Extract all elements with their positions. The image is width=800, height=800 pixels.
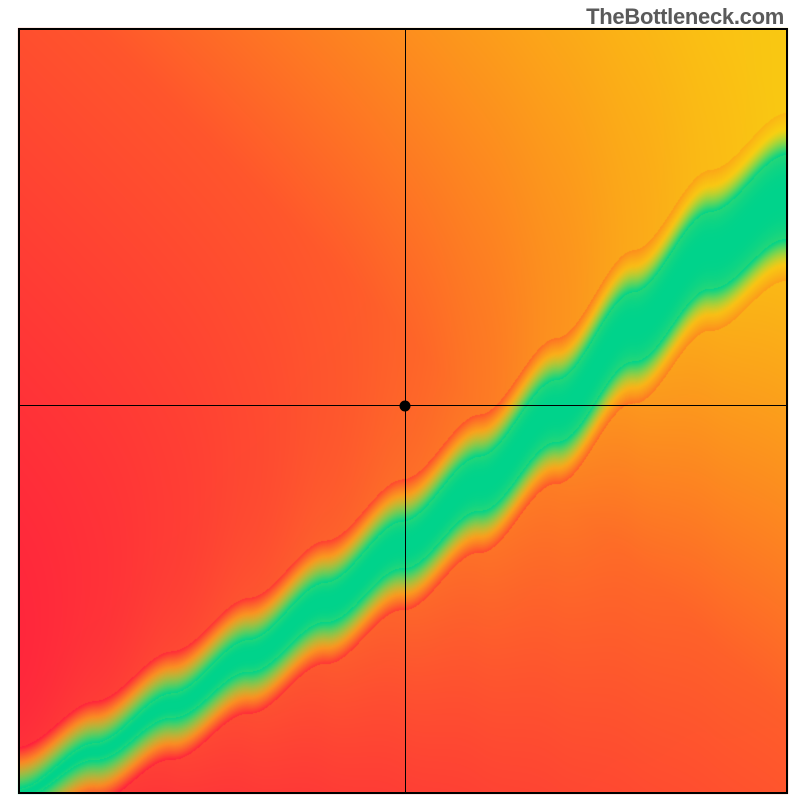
heatmap-canvas [0, 0, 800, 800]
chart-container: TheBottleneck.com [0, 0, 800, 800]
watermark-text: TheBottleneck.com [586, 4, 784, 30]
